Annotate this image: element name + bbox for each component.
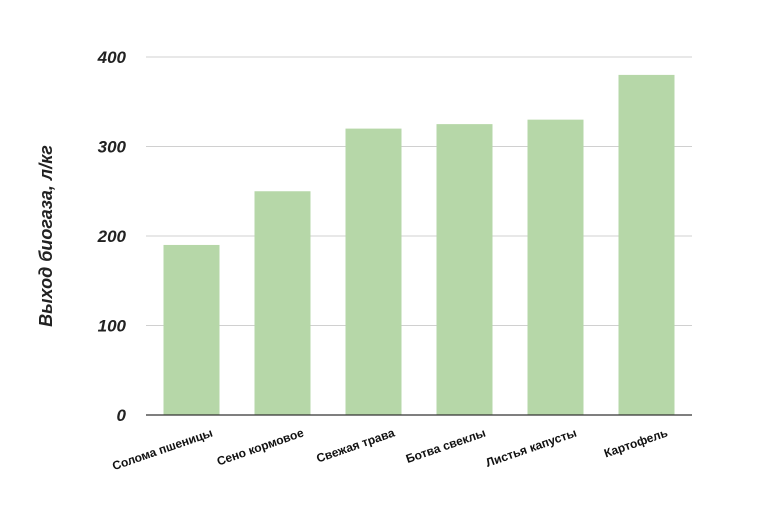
x-tick-label: Сено кормовое xyxy=(215,425,306,468)
y-tick-label: 100 xyxy=(98,317,127,336)
bars xyxy=(163,74,675,416)
x-tick-label: Листья капусты xyxy=(484,426,579,470)
y-tick-label: 300 xyxy=(98,138,127,157)
bar xyxy=(618,74,675,416)
bar xyxy=(254,191,311,415)
x-tick-label: Свежая трава xyxy=(315,425,397,465)
x-tick-label: Ботва свеклы xyxy=(404,426,487,466)
bar xyxy=(163,244,220,415)
bar xyxy=(527,119,584,416)
gridlines xyxy=(146,56,692,326)
y-tick-label: 200 xyxy=(97,227,127,246)
y-axis-label: Выход биогаза, л/кг xyxy=(36,145,56,327)
x-tick-label: Картофель xyxy=(602,426,669,461)
y-tick-label: 0 xyxy=(117,406,127,425)
x-tick-labels: Солома пшеницы Сено кормовое Свежая трава Б… xyxy=(110,425,669,473)
bar xyxy=(436,124,493,415)
bar xyxy=(345,128,402,415)
y-tick-label: 400 xyxy=(97,48,127,67)
x-tick-label: Солома пшеницы xyxy=(110,426,214,473)
y-tick-labels: 0 100 200 300 400 xyxy=(97,48,127,425)
